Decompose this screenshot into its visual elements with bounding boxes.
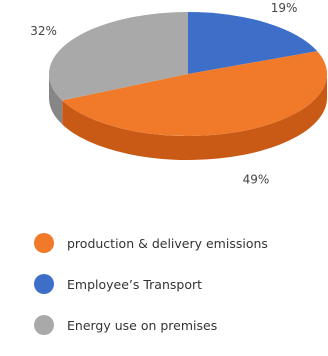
legend-item-energy-use[interactable]: Energy use on premises [34, 315, 268, 335]
pie-slice-2[interactable] [48, 12, 188, 101]
pie-side-0 [62, 74, 328, 160]
legend-item-employee-transport[interactable]: Employee’s Transport [34, 274, 268, 294]
legend-item-production-delivery[interactable]: production & delivery emissions [34, 233, 268, 253]
pie-value-label: 49% [243, 172, 270, 186]
legend-swatch-blue [34, 274, 54, 294]
legend: production & delivery emissions Employee… [34, 233, 268, 356]
pie-sides [49, 74, 328, 160]
legend-swatch-orange [34, 233, 54, 253]
pie-side-2 [49, 74, 63, 125]
pie-slice-1[interactable] [188, 12, 318, 74]
legend-swatch-gray [34, 315, 54, 335]
pie-chart: 19% 49% 32% [30, 1, 328, 187]
pie-value-labels: 19% 49% 32% [30, 1, 297, 187]
legend-label: Employee’s Transport [67, 276, 203, 292]
legend-label: production & delivery emissions [67, 235, 268, 251]
pie-slice-0[interactable] [62, 51, 327, 136]
legend-label: Energy use on premises [67, 317, 218, 333]
pie-slices [48, 12, 327, 136]
pie-value-label: 19% [271, 1, 298, 15]
pie-value-label: 32% [30, 24, 57, 38]
